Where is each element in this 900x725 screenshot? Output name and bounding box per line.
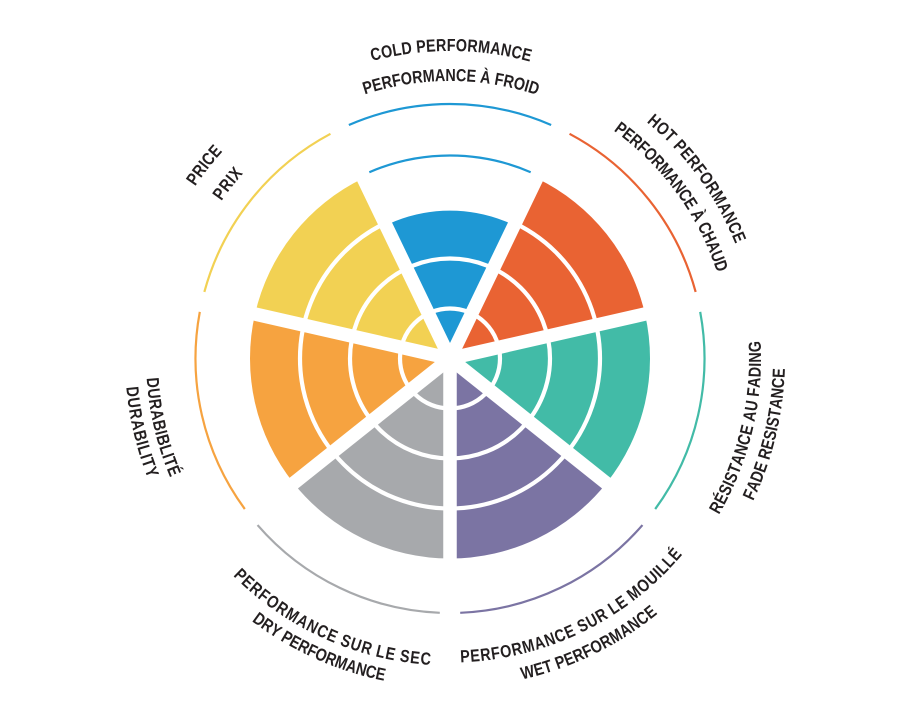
svg-text:D: D [122, 386, 142, 398]
svg-text:M: M [520, 637, 536, 658]
svg-text:T: T [766, 407, 786, 419]
svg-text:O: O [499, 642, 513, 662]
svg-text:N: N [499, 41, 513, 61]
svg-text:U: U [742, 399, 762, 412]
svg-text:A: A [127, 418, 147, 432]
svg-text:F: F [447, 37, 456, 56]
svg-text:I: I [132, 439, 151, 448]
svg-text:B: B [148, 418, 168, 432]
svg-text:N: N [354, 660, 369, 681]
svg-text:P: P [460, 648, 471, 667]
svg-text:I: I [763, 425, 782, 433]
svg-text:I: I [151, 429, 170, 437]
svg-text:R: R [436, 37, 447, 56]
svg-text:O: O [400, 69, 414, 89]
svg-text:A: A [146, 408, 166, 422]
svg-text:B: B [129, 429, 150, 444]
svg-text:I: I [747, 363, 766, 367]
svg-text:C: C [770, 377, 789, 389]
svg-text:B: B [152, 433, 173, 448]
svg-text:N: N [445, 67, 455, 86]
svg-text:R: R [144, 398, 164, 411]
svg-text:A: A [767, 397, 787, 410]
svg-text:M: M [477, 38, 491, 58]
svg-text:E: E [737, 423, 757, 437]
svg-text:R: R [411, 68, 424, 88]
svg-text:N: N [768, 387, 788, 399]
svg-text:L: L [391, 41, 403, 61]
svg-text:F: F [493, 70, 505, 90]
svg-text:E: E [409, 649, 421, 669]
svg-text:E: E [426, 37, 437, 56]
svg-text:A: A [435, 67, 446, 86]
svg-text:S: S [764, 415, 784, 428]
svg-text:A: A [489, 39, 502, 59]
svg-text:E: E [770, 368, 789, 379]
svg-text:O: O [512, 74, 527, 95]
svg-text:C: C [510, 43, 524, 63]
svg-text:O: O [379, 42, 394, 62]
svg-text:R: R [510, 640, 525, 661]
svg-text:D: D [746, 366, 765, 377]
svg-text:R: R [479, 646, 492, 666]
svg-text:A: A [745, 376, 764, 388]
svg-text:C: C [420, 650, 432, 669]
svg-text:C: C [364, 662, 379, 683]
svg-text:M: M [332, 653, 350, 675]
svg-text:A: A [740, 409, 760, 423]
svg-text:P: P [415, 38, 427, 57]
svg-text:S: S [761, 428, 781, 442]
svg-text:À: À [479, 66, 492, 88]
svg-text:I: I [136, 452, 155, 461]
svg-text:R: R [467, 37, 479, 56]
svg-text:W: W [519, 662, 537, 683]
svg-text:G: G [746, 341, 765, 353]
svg-text:S: S [399, 647, 412, 667]
svg-text:E: E [470, 647, 481, 666]
svg-text:U: U [123, 396, 143, 409]
svg-text:I: I [720, 478, 739, 489]
svg-text:E: E [466, 67, 477, 86]
svg-text:M: M [422, 67, 435, 86]
svg-text:U: U [143, 387, 163, 399]
svg-text:F: F [490, 644, 502, 664]
svg-text:I: I [522, 77, 531, 96]
svg-text:E: E [374, 665, 388, 685]
svg-text:I: I [158, 451, 177, 461]
svg-text:R: R [125, 407, 145, 421]
svg-text:D: D [142, 377, 161, 389]
svg-text:O: O [455, 37, 467, 56]
svg-text:F: F [744, 387, 763, 398]
svg-text:D: D [400, 39, 413, 59]
svg-text:N: N [747, 352, 766, 362]
svg-text:C: C [456, 67, 467, 86]
svg-text:C: C [369, 45, 384, 66]
svg-text:R: R [380, 73, 395, 94]
svg-text:F: F [391, 71, 403, 91]
svg-text:E: E [384, 645, 397, 665]
svg-text:R: R [502, 72, 516, 92]
